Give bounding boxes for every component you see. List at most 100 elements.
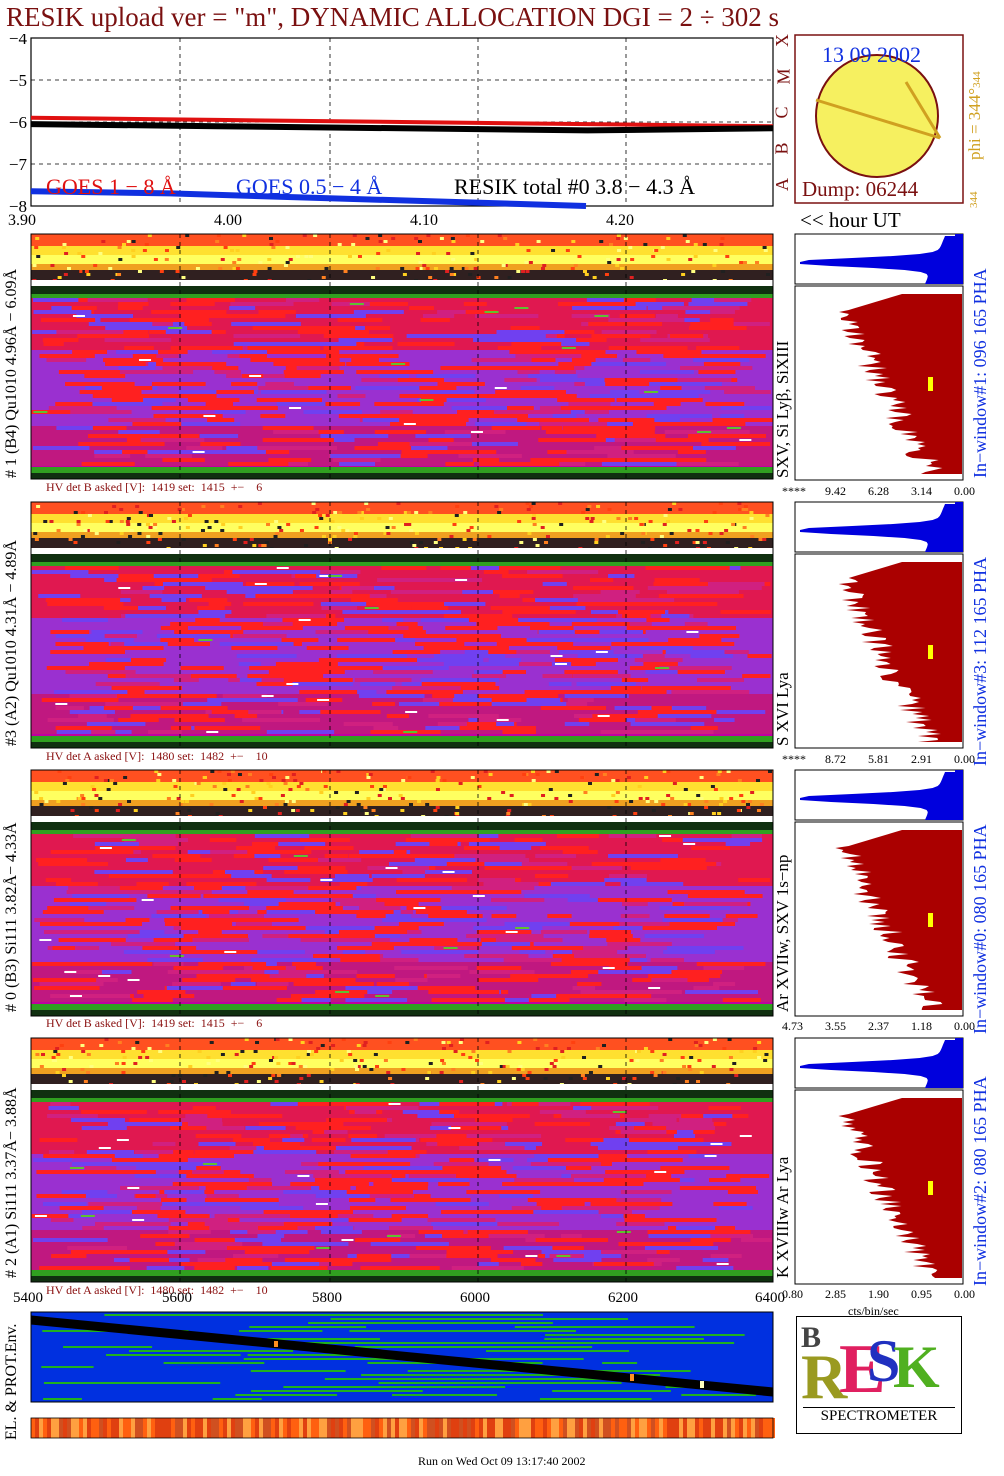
env-x-tick-label: 5800 [312,1290,342,1306]
logo-spectrometer: SPECTROMETER [803,1407,955,1425]
hv-text-1: HV det B asked [V]: 1419 set: 1415 +− 6 [46,480,263,494]
x-tick-label: 4.10 [410,212,438,229]
logo-r: R [801,1341,848,1412]
histogram-fill [838,562,962,742]
hist-tick-label: 2.37 [868,1019,889,1033]
resik-logo: B R E S K SPECTROMETER [796,1316,962,1434]
histogram-fill [835,830,962,1010]
sun-date: 13 09 2002 [822,42,921,67]
window-marker [928,377,933,391]
sun-axis-line [815,98,941,140]
env-track [30,1315,774,1397]
heatmap-channel-0 [30,769,774,1017]
sun-position-panel: 13 09 2002 Dump: 06244 [794,34,964,204]
x-tick-label: 4.20 [606,212,634,229]
hist-tick-label: 5.81 [868,752,889,766]
hist-tick-label: 2.91 [911,752,932,766]
lines-label-2: K XVIIIw Ar Lya [773,1156,792,1278]
histogram-0 [794,769,964,1017]
pha-distribution [800,1040,955,1088]
y-tick-label: −4 [9,34,28,48]
logo-e: E [839,1331,886,1408]
heatmap-channel-3 [30,501,774,749]
channel-label-2: # 2 (A1) Si111 3.37Å− 3.88Å [3,1087,20,1279]
pha-distribution [800,236,955,284]
pha-distribution [800,504,955,552]
env-x-ticks: 5400 5600 5800 6000 6200 6400 [0,1290,790,1310]
hist-tick-label: **** [782,752,806,766]
hv-text-2: HV det A asked [V]: 1480 set: 1482 +− 10 [46,1283,268,1297]
channel-label-3: #3 (A2) Qu1010 4.31Å − 4.89Å [3,540,20,746]
hist-tick-label: 9.42 [825,484,846,498]
hv-text-3: HV det A asked [V]: 1480 set: 1482 +− 10 [46,749,268,763]
heatmap-frame [30,233,774,480]
window-marker [928,913,933,927]
legend-resik-total: RESIK total #0 3.8 − 4.3 Å [454,174,695,199]
env-x-tick-label: 6200 [608,1290,638,1306]
series-goes-1-8-line [30,115,774,129]
hist-tick-label: 2.85 [825,1287,846,1301]
lines-label-0: Ar XVIIw, SXV 1s−np [773,854,792,1012]
legend-goes-0.5-4: GOES 0.5 − 4 Å [236,174,382,199]
hist-tick-label: **** [782,484,806,498]
lines-label-3: S XVI Lya [773,672,792,746]
heatmap-frame [30,769,774,1017]
env-panel [30,1311,775,1439]
light-curve-y-ticks: −4 −5 −6 −7 −8 [9,34,28,216]
histogram-fill [839,294,962,474]
hist-tick-label: 0.00 [954,1287,975,1301]
hist-tick-label: 3.55 [825,1019,846,1033]
logo-b: B [801,1321,822,1354]
env-label: EL. & PROT.Env. [3,1323,20,1440]
window-label-0: In−window#0: 080 165 PHA [970,824,990,1034]
window-marker [928,1181,933,1195]
legend-goes-1-8: GOES 1 − 8 Å [46,174,176,199]
heatmap-frame [30,501,774,749]
sun-direction-line [904,81,942,139]
light-curve-chart: −4 −5 −6 −7 −8 3.90 4.00 4.10 4.20 GOES 1 − 8 Å… [8,34,774,229]
hist-tick-label: 6.28 [868,484,889,498]
histogram-3 [794,501,964,749]
histogram-fill [838,1098,962,1278]
pha-distribution [800,772,955,820]
hist-tick-label: 0.80 [782,1287,803,1301]
x-tick-label: 3.90 [8,212,36,229]
hist-tick-label: 1.90 [868,1287,889,1301]
logo-k: K [893,1334,940,1400]
window-label-2: In−window#2: 080 165 PHA [970,1076,990,1286]
x-tick-label: 4.00 [214,212,242,229]
series-goes-0.5-4-line [30,188,587,209]
hist-x-label: cts/bin/sec [848,1304,899,1318]
y-tick-label: −7 [9,155,28,174]
env-x-tick-label: 5400 [13,1290,43,1306]
light-curve-x-ticks: 3.90 4.00 4.10 4.20 [8,212,634,229]
histogram-2 [794,1037,964,1285]
channel-label-1: # 1 (B4) Qu1010 4.96Å − 6.09Å [3,268,20,478]
heatmap-channel-1 [30,233,774,480]
run-footer: Run on Wed Oct 09 13:17:40 2002 [418,1454,586,1468]
y-tick-label: −6 [9,113,27,132]
hour-ut-label: << hour UT [800,208,901,232]
series-resik-total-line [30,121,774,134]
hist-tick-label: 8.72 [825,752,846,766]
env-x-tick-label: 6000 [460,1290,490,1306]
hist-tick-label: 0.00 [954,484,975,498]
dump-label: Dump: 06244 [802,177,919,201]
hist-tick-label: 0.00 [954,1019,975,1033]
y-tick-label: −8 [9,197,27,216]
window-label-3: In−window#3: 112 165 PHA [970,557,990,766]
hv-text-0: HV det B asked [V]: 1419 set: 1415 +− 6 [46,1016,263,1030]
env-x-tick-label: 6400 [755,1290,785,1306]
page-title: RESIK upload ver = "m", DYNAMIC ALLOCATI… [6,2,780,32]
histogram-1 [794,233,964,481]
hist-tick-label: 1.18 [911,1019,932,1033]
hist-tick-label: 4.73 [782,1019,803,1033]
hist-tick-label: 0.00 [954,752,975,766]
env-x-tick-label: 5600 [162,1290,192,1306]
hist-tick-label: 0.95 [911,1287,932,1301]
logo-s: S [867,1328,901,1394]
heatmap-frame [30,1037,774,1283]
y-tick-label: −5 [9,71,27,90]
channel-label-0: # 0 (B3) Si111 3.82Å− 4.33Å [3,822,20,1012]
